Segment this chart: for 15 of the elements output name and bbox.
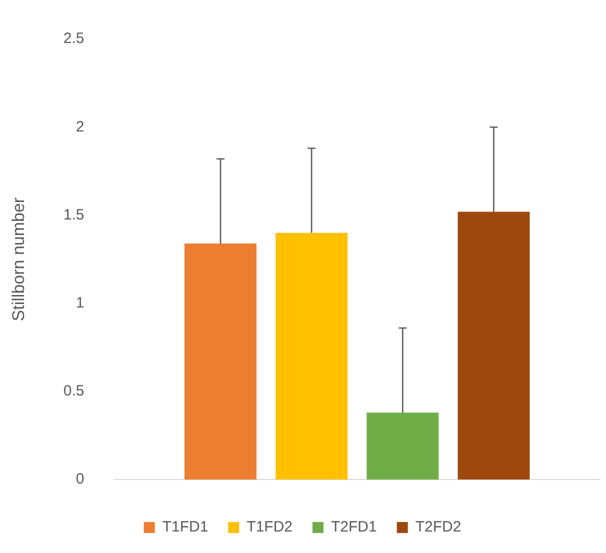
y-axis-title: Stillborn number <box>8 197 28 322</box>
bar <box>366 412 439 480</box>
legend-label: T2FD1 <box>331 518 377 536</box>
y-tick-label: 1 <box>76 294 84 312</box>
y-tick-label: 0 <box>76 470 84 488</box>
y-tick-label: 2.5 <box>63 30 84 48</box>
y-tick-label: 2 <box>76 118 84 136</box>
legend-label: T1FD1 <box>162 518 208 536</box>
bar <box>276 232 348 480</box>
legend-label: T2FD2 <box>415 518 462 536</box>
bar <box>458 212 530 480</box>
y-tick-label: 1.5 <box>63 206 84 224</box>
y-tick-label: 0.5 <box>63 382 84 400</box>
legend-label: T1FD2 <box>246 518 292 536</box>
bar <box>184 243 256 480</box>
